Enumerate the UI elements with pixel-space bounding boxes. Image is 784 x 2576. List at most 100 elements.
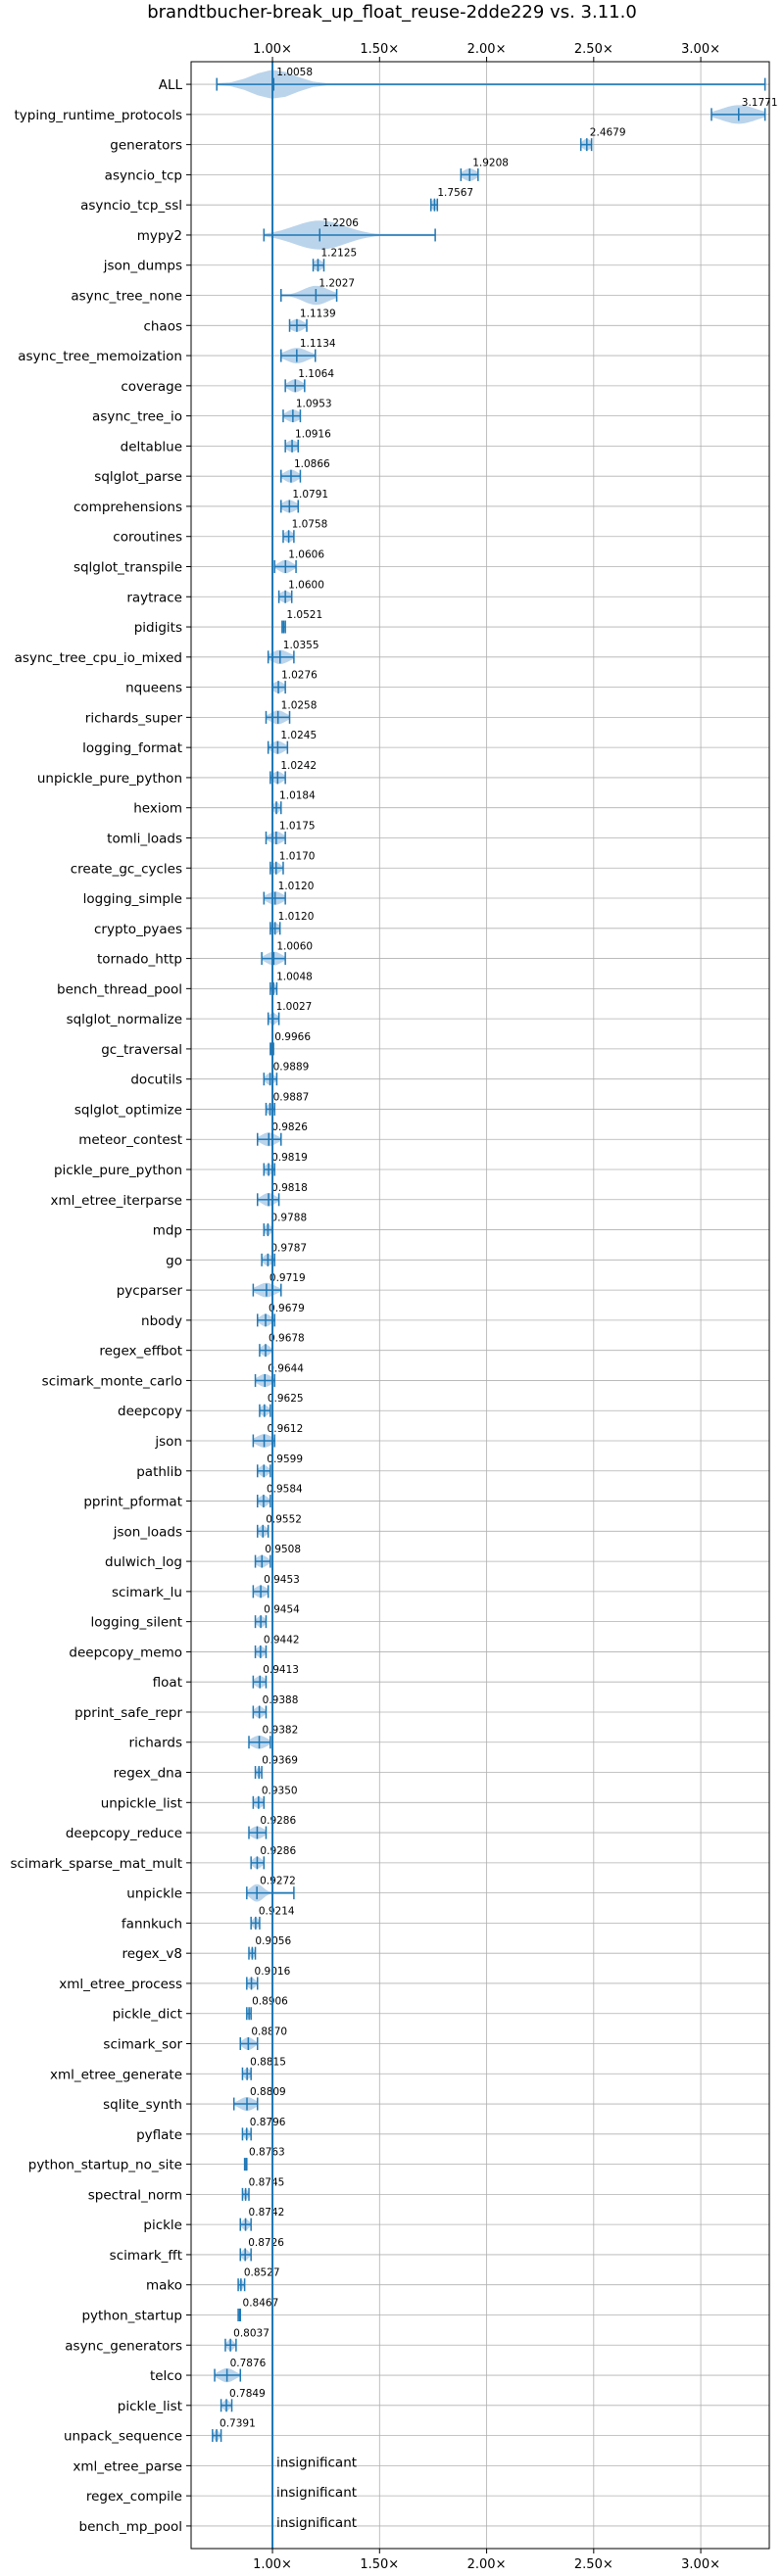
violin-group — [282, 409, 302, 423]
category-label: logging_silent — [91, 1615, 182, 1631]
category-label: scimark_fft — [110, 2248, 182, 2264]
category-label: pprint_safe_repr — [74, 1705, 182, 1721]
value-label: 1.2206 — [322, 217, 359, 229]
category-label: dulwich_log — [105, 1554, 182, 1570]
violin-group — [284, 439, 300, 453]
category-label: pyflate — [136, 2127, 182, 2143]
value-label: 0.9350 — [262, 1785, 298, 1796]
violin-group — [241, 2187, 250, 2201]
value-label: 1.1064 — [298, 368, 334, 380]
violin-group — [241, 2067, 252, 2080]
violin-group — [246, 1884, 295, 1902]
violin-group — [250, 1856, 266, 1870]
violin-group — [254, 1645, 268, 1658]
violin-group — [254, 1766, 263, 1780]
violin-group — [259, 1404, 271, 1417]
category-label: json — [154, 1434, 182, 1450]
category-label: python_startup_no_site — [28, 2158, 182, 2173]
violin-group — [248, 1826, 268, 1839]
violin-group — [256, 1192, 280, 1207]
x-tick-label-top: 1.00× — [253, 42, 292, 57]
violin-group — [239, 2037, 259, 2051]
category-label: bench_mp_pool — [79, 2519, 182, 2535]
category-label: regex_compile — [86, 2489, 182, 2504]
category-label: crypto_pyaes — [94, 922, 182, 937]
value-label: 1.0120 — [278, 881, 315, 892]
violin-group — [254, 1554, 271, 1568]
category-label: xml_etree_generate — [50, 2067, 182, 2082]
category-label: spectral_norm — [88, 2187, 182, 2203]
value-label: 0.9679 — [269, 1303, 305, 1314]
value-label: 0.9413 — [263, 1664, 299, 1676]
violin-group — [248, 1946, 257, 1960]
value-label: 0.9508 — [265, 1544, 301, 1555]
violin-group — [270, 771, 286, 785]
violin-group — [252, 1282, 282, 1298]
violin-group — [224, 2338, 237, 2352]
category-label: xml_etree_iterparse — [51, 1193, 183, 1209]
violin-group — [252, 1795, 266, 1809]
value-label: 1.0866 — [294, 458, 330, 470]
category-label: deepcopy — [118, 1404, 182, 1419]
value-label: 1.0916 — [295, 428, 331, 440]
value-label: 1.0355 — [283, 640, 319, 651]
value-label: 1.0606 — [288, 549, 324, 560]
value-label: 1.0170 — [279, 850, 316, 862]
violin-group — [710, 105, 766, 124]
x-tick-label-top: 2.00× — [467, 42, 507, 57]
violin-group — [246, 1977, 259, 1990]
violin-group — [237, 2308, 242, 2321]
violin-group — [261, 1253, 275, 1266]
category-label: regex_dna — [114, 1766, 182, 1782]
category-label: chaos — [143, 318, 182, 334]
value-label: 0.9612 — [268, 1423, 304, 1435]
violin-group — [252, 1585, 270, 1598]
value-label: 0.9286 — [260, 1815, 296, 1827]
value-label: 0.9584 — [267, 1484, 303, 1496]
category-label: hexiom — [133, 801, 182, 817]
labels-layer: 1.0058 3.1771 2.4679 1.9208 1.7567 1.2206 1.21… — [220, 67, 777, 2531]
category-label: pickle_dict — [113, 2007, 182, 2023]
chart-title: brandtbucher-break_up_float_reuse-2dde22… — [147, 2, 637, 23]
violin-group — [256, 1524, 270, 1538]
value-label: 1.0258 — [281, 699, 318, 711]
value-label: 0.7391 — [220, 2418, 256, 2430]
category-label: async_tree_io — [92, 409, 182, 425]
category-label: telco — [150, 2368, 182, 2384]
violin-group — [254, 1615, 268, 1629]
category-label: sqlglot_normalize — [67, 1012, 182, 1027]
value-label: 0.9286 — [260, 1845, 296, 1857]
value-label: 3.1771 — [742, 97, 778, 109]
value-label: 1.0120 — [278, 911, 315, 923]
value-label: 0.9966 — [274, 1031, 311, 1043]
insignificant-label: insignificant — [276, 2455, 357, 2470]
category-label: json_dumps — [103, 259, 182, 274]
plot-frame — [190, 61, 770, 2550]
category-label: sqlite_synth — [103, 2097, 182, 2113]
category-label: mypy2 — [137, 228, 182, 244]
category-label: mdp — [153, 1223, 182, 1239]
category-label: nqueens — [125, 681, 182, 696]
value-label: 1.1134 — [300, 338, 336, 350]
category-label: pickle_list — [118, 2399, 182, 2414]
category-label: create_gc_cycles — [71, 861, 182, 877]
category-label: raytrace — [126, 590, 182, 605]
value-label: 0.9719 — [270, 1272, 306, 1284]
category-label: docutils — [130, 1073, 182, 1088]
value-label: 0.9788 — [270, 1213, 307, 1224]
value-label: 1.0600 — [288, 579, 324, 591]
axes-layer: 1.00× 1.00× 1.50× 1.50× 2.00× 2.00× 2.50× 2.50×… — [11, 42, 770, 2572]
category-label: ALL — [159, 77, 183, 93]
value-label: 0.9678 — [269, 1333, 305, 1345]
value-label: 1.0048 — [276, 971, 313, 982]
category-label: python_startup — [81, 2308, 182, 2323]
violin-group — [212, 2429, 222, 2443]
category-label: xml_etree_process — [59, 1977, 182, 1992]
category-label: coroutines — [113, 530, 182, 546]
violin-group — [263, 891, 286, 905]
category-label: coverage — [121, 379, 182, 395]
x-tick-label-bottom: 1.50× — [360, 2557, 399, 2572]
value-label: 1.7567 — [437, 187, 473, 199]
category-label: scimark_lu — [112, 1585, 182, 1600]
